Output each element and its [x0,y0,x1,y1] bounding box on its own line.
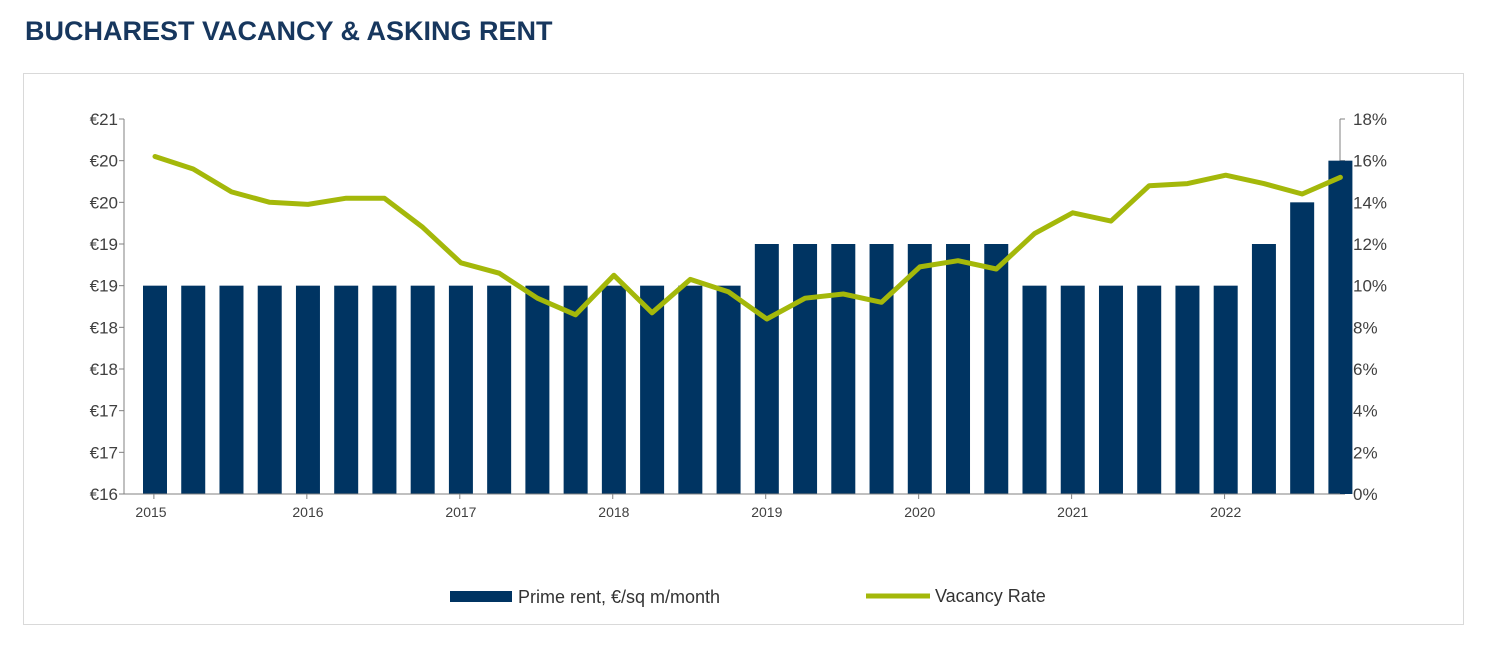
left-tick-label: €19 [90,235,118,254]
right-tick-label: 18% [1353,110,1387,129]
bar [946,244,971,494]
bar [1022,285,1047,494]
bar [525,285,550,494]
bar [295,285,320,494]
right-tick-label: 6% [1353,360,1378,379]
left-tick-label: €19 [90,277,118,296]
bar [143,285,167,494]
bar [1175,285,1200,494]
chart-frame [23,73,1464,625]
x-tick-label: 2017 [445,504,476,520]
right-tick-label: 10% [1353,277,1387,296]
bar [640,285,665,494]
bar [869,244,894,494]
right-tick-label: 16% [1353,152,1387,171]
right-tick-label: 0% [1353,485,1378,504]
bar [907,244,932,494]
right-tick-label: 2% [1353,443,1378,462]
legend-label-vacancy: Vacancy Rate [935,586,1046,606]
bar [1290,202,1315,495]
bar [334,285,359,494]
bar [1060,285,1085,494]
bar [793,244,818,494]
left-tick-label: €20 [90,152,118,171]
legend-label-prime-rent: Prime rent, €/sq m/month [518,587,720,607]
x-tick-label: 2020 [904,504,935,520]
left-tick-label: €17 [90,443,118,462]
right-tick-label: 4% [1353,402,1378,421]
bar [716,285,741,494]
page-title: BUCHAREST VACANCY & ASKING RENT [25,16,553,46]
bar [1251,244,1276,494]
x-tick-label: 2018 [598,504,629,520]
bar [831,244,856,494]
vacancy-rate-line [152,154,1343,322]
bar [181,285,206,494]
bar [372,285,397,494]
bar [487,285,512,494]
x-tick-label: 2016 [292,504,323,520]
right-tick-label: 14% [1353,193,1387,212]
left-tick-label: €21 [90,110,118,129]
right-tick-label: 8% [1353,318,1378,337]
bar [563,285,588,494]
bar [754,244,779,494]
bar [601,285,626,494]
right-tick-label: 12% [1353,235,1387,254]
left-tick-label: €18 [90,318,118,337]
left-tick-label: €20 [90,193,118,212]
bar [219,285,244,494]
bar [448,285,473,494]
bar [410,285,435,494]
bar [1137,285,1162,494]
bar [1328,160,1353,494]
bar [1213,285,1238,494]
bar [257,285,282,494]
bar [1098,285,1123,494]
x-tick-label: 2015 [135,504,166,520]
left-tick-label: €18 [90,360,118,379]
x-tick-label: 2021 [1057,504,1088,520]
left-tick-label: €17 [90,402,118,421]
bar [984,244,1009,494]
left-tick-label: €16 [90,485,118,504]
legend-swatch-prime-rent [450,591,512,602]
x-tick-label: 2019 [751,504,782,520]
x-tick-label: 2022 [1210,504,1241,520]
bar [678,285,703,494]
